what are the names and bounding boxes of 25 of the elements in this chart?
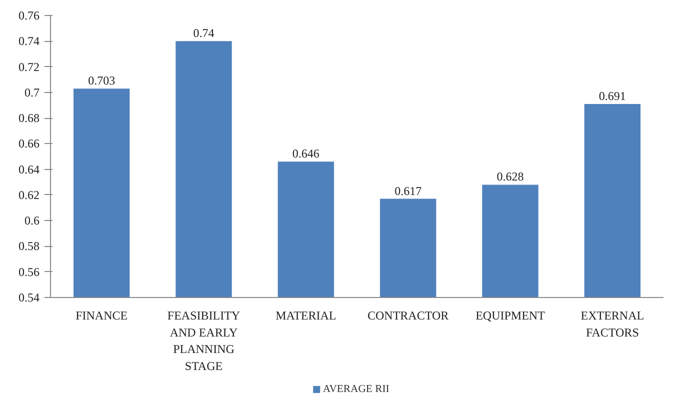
y-tick-label: 0.74 <box>18 34 40 48</box>
data-label: 0.617 <box>394 184 422 198</box>
y-tick-label: 0.72 <box>18 60 40 74</box>
data-label: 0.691 <box>598 88 626 103</box>
x-tick-label: CONTRACTOR <box>368 308 449 322</box>
y-tick-label: 0.56 <box>18 264 40 279</box>
data-label: 0.74 <box>193 26 214 40</box>
x-tick-label: MATERIAL <box>276 308 336 322</box>
y-tick-label: 0.76 <box>18 8 40 22</box>
y-tick-label: 0.7 <box>24 85 40 100</box>
y-tick-label: 0.62 <box>18 188 40 202</box>
x-tick-label: FEASIBILITY AND EARLY PLANNING STAGE <box>167 308 240 373</box>
y-tick-label: 0.58 <box>18 239 40 254</box>
y-tick-label: 0.54 <box>18 290 40 304</box>
data-label: 0.646 <box>292 146 320 161</box>
y-tick-label: 0.64 <box>18 162 40 176</box>
y-tick-label: 0.66 <box>18 136 40 151</box>
x-tick-label: FINANCE <box>76 308 128 322</box>
legend-label: AVERAGE RII <box>322 384 390 395</box>
x-tick-label: EQUIPMENT <box>476 308 546 322</box>
x-tick-label: EXTERNAL FACTORS <box>580 308 644 340</box>
y-tick-label: 0.68 <box>18 111 40 126</box>
y-tick-label: 0.6 <box>24 214 40 228</box>
data-label: 0.703 <box>88 74 116 88</box>
data-label: 0.628 <box>496 170 524 184</box>
